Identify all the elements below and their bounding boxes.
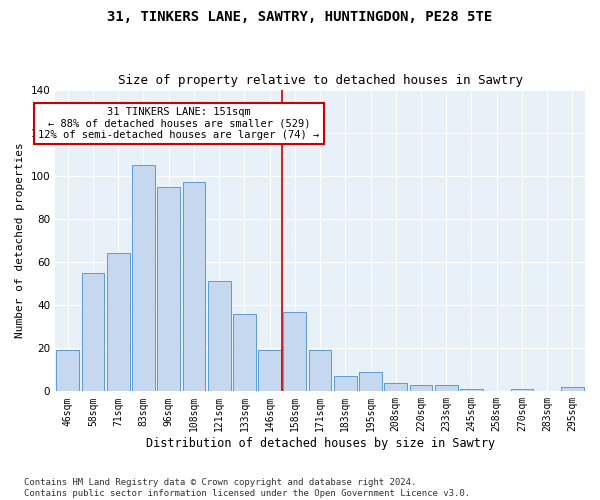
- Bar: [107, 254, 130, 392]
- Text: 31, TINKERS LANE, SAWTRY, HUNTINGDON, PE28 5TE: 31, TINKERS LANE, SAWTRY, HUNTINGDON, PE…: [107, 10, 493, 24]
- Bar: [283, 312, 306, 392]
- Bar: [233, 314, 256, 392]
- Bar: [132, 165, 155, 392]
- Bar: [258, 350, 281, 392]
- Bar: [435, 385, 458, 392]
- Bar: [82, 273, 104, 392]
- Bar: [208, 282, 230, 392]
- Bar: [334, 376, 356, 392]
- Bar: [561, 387, 584, 392]
- Bar: [157, 186, 180, 392]
- Bar: [410, 385, 433, 392]
- Bar: [511, 389, 533, 392]
- Text: 31 TINKERS LANE: 151sqm
← 88% of detached houses are smaller (529)
12% of semi-d: 31 TINKERS LANE: 151sqm ← 88% of detache…: [38, 107, 319, 140]
- Bar: [56, 350, 79, 392]
- Bar: [309, 350, 331, 392]
- Text: Contains HM Land Registry data © Crown copyright and database right 2024.
Contai: Contains HM Land Registry data © Crown c…: [24, 478, 470, 498]
- Bar: [359, 372, 382, 392]
- Y-axis label: Number of detached properties: Number of detached properties: [15, 142, 25, 338]
- Bar: [460, 389, 483, 392]
- Bar: [182, 182, 205, 392]
- Title: Size of property relative to detached houses in Sawtry: Size of property relative to detached ho…: [118, 74, 523, 87]
- Bar: [385, 382, 407, 392]
- X-axis label: Distribution of detached houses by size in Sawtry: Distribution of detached houses by size …: [146, 437, 494, 450]
